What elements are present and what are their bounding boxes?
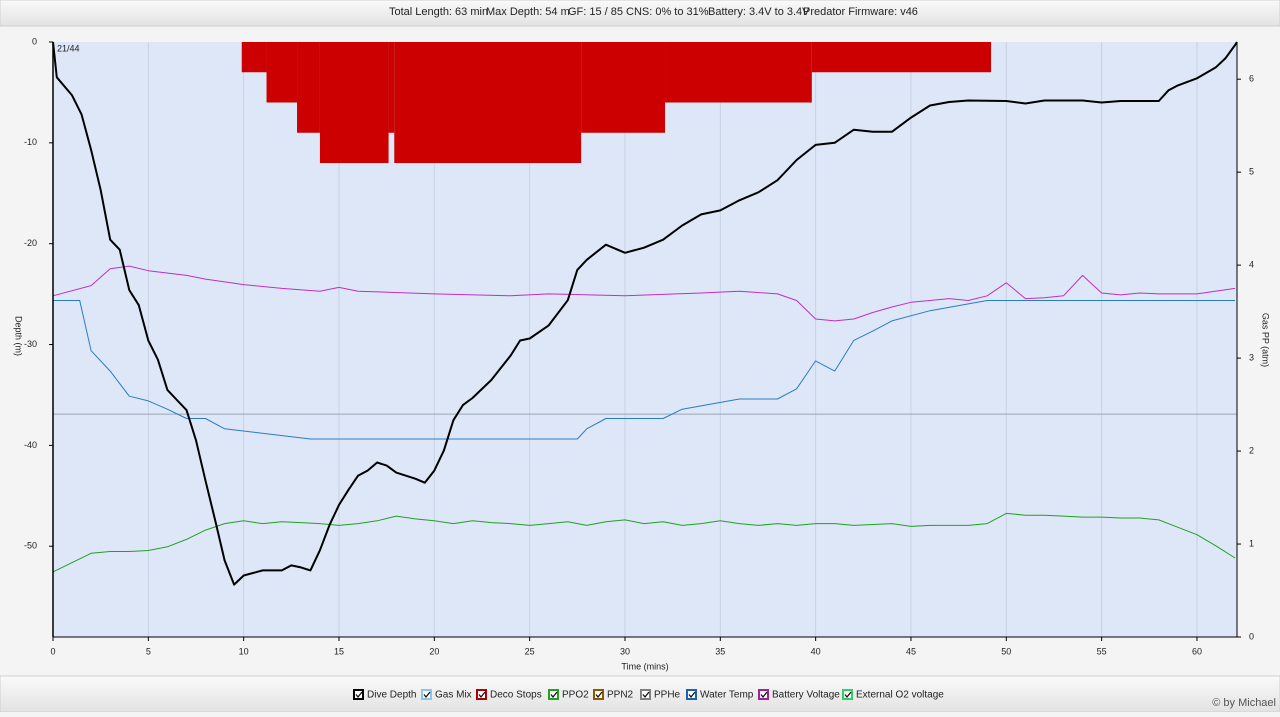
plot [49, 41, 1241, 641]
deco-stop [388, 42, 395, 133]
legend-label[interactable]: PPO2 [562, 690, 589, 701]
x-tick-label: 60 [1192, 646, 1202, 656]
legend-checkbox[interactable] [476, 689, 487, 700]
y-tick-label: -20 [24, 238, 37, 248]
header-stat: Total Length: 63 min [389, 6, 488, 18]
y2-tick-label: 3 [1249, 352, 1254, 362]
y2-tick-label: 2 [1249, 445, 1254, 455]
y-tick-label: -30 [24, 339, 37, 349]
header-stat: Battery: 3.4V to 3.4V [708, 6, 810, 18]
y-tick-label: -10 [24, 137, 37, 147]
x-tick-label: 30 [620, 646, 630, 656]
y-tick-label: -50 [24, 541, 37, 551]
legend-label[interactable]: Gas Mix [435, 690, 472, 701]
legend-checkbox[interactable] [758, 689, 769, 700]
legend-label[interactable]: Deco Stops [490, 690, 542, 701]
header-bar [0, 0, 1280, 27]
x-axis-label: Time (mins) [621, 661, 668, 671]
x-tick-label: 5 [146, 646, 151, 656]
series-line [52, 41, 1238, 586]
y-tick-label: 0 [32, 36, 37, 46]
y2-tick-label: 1 [1249, 538, 1254, 548]
legend-checkbox[interactable] [842, 689, 853, 700]
y2-tick-label: 5 [1249, 167, 1254, 177]
legend-check [595, 691, 603, 699]
legend-label[interactable]: PPN2 [607, 690, 634, 701]
plot-area [53, 42, 1237, 637]
x-tick-label: 25 [525, 646, 535, 656]
legend-checkbox[interactable] [548, 689, 559, 700]
y-tick-label: -40 [24, 440, 37, 450]
deco-stop [241, 42, 267, 73]
x-tick-label: 10 [239, 646, 249, 656]
x-tick-label: 35 [715, 646, 725, 656]
legend-check [844, 691, 852, 699]
x-tick-label: 45 [906, 646, 916, 656]
series-line [52, 512, 1236, 573]
corner-label: 21/44 [57, 43, 80, 53]
legend-checkbox[interactable] [686, 689, 697, 700]
deco-stop [394, 42, 582, 164]
y2-tick-label: 0 [1249, 631, 1254, 641]
x-tick-label: 50 [1001, 646, 1011, 656]
legend-check [355, 691, 363, 699]
legend-label[interactable]: Dive Depth [367, 690, 416, 701]
header-stat: Predator Firmware: v46 [803, 6, 918, 18]
x-tick-label: 55 [1097, 646, 1107, 656]
y2-axis-label: Gas PP (atm) [1261, 313, 1271, 367]
legend-label[interactable]: Battery Voltage [772, 690, 840, 701]
x-tick-label: 15 [334, 646, 344, 656]
deco-stop [581, 42, 666, 133]
legend-checkbox[interactable] [593, 689, 604, 700]
legend-check [760, 691, 768, 699]
deco-stop [319, 42, 389, 164]
header-stat: GF: 15 / 85 [568, 6, 623, 18]
legend-label[interactable]: PPHe [654, 690, 681, 701]
y2-tick-label: 6 [1249, 74, 1254, 84]
legend-check [550, 691, 558, 699]
deco-stop [297, 42, 320, 133]
x-tick-label: 20 [429, 646, 439, 656]
legend-checkbox[interactable] [421, 689, 432, 700]
x-tick-label: 40 [811, 646, 821, 656]
legend-label[interactable]: External O2 voltage [856, 690, 944, 701]
y2-tick-label: 4 [1249, 260, 1254, 270]
legend-check [478, 691, 486, 699]
legend-checkbox[interactable] [353, 689, 364, 700]
legend-checkbox[interactable] [640, 689, 651, 700]
deco-stop [811, 42, 992, 73]
y-axis-label: Depth (m) [14, 316, 24, 356]
legend: Dive Depth Gas Mix Deco Stops PPO2 PPN2 PPHe W… [353, 689, 944, 701]
legend-check [642, 691, 650, 699]
deco-stop [266, 42, 298, 103]
legend-check [688, 691, 696, 699]
legend-check [423, 691, 431, 699]
footer-credit: © by Michael [1212, 697, 1276, 709]
series-line [53, 300, 1236, 440]
header-stat: Max Depth: 54 m [486, 6, 570, 18]
legend-label[interactable]: Water Temp [700, 690, 754, 701]
deco-stop [665, 42, 812, 103]
series-line [52, 265, 1236, 322]
x-tick-label: 0 [50, 646, 55, 656]
header-stat: CNS: 0% to 31% [626, 6, 709, 18]
